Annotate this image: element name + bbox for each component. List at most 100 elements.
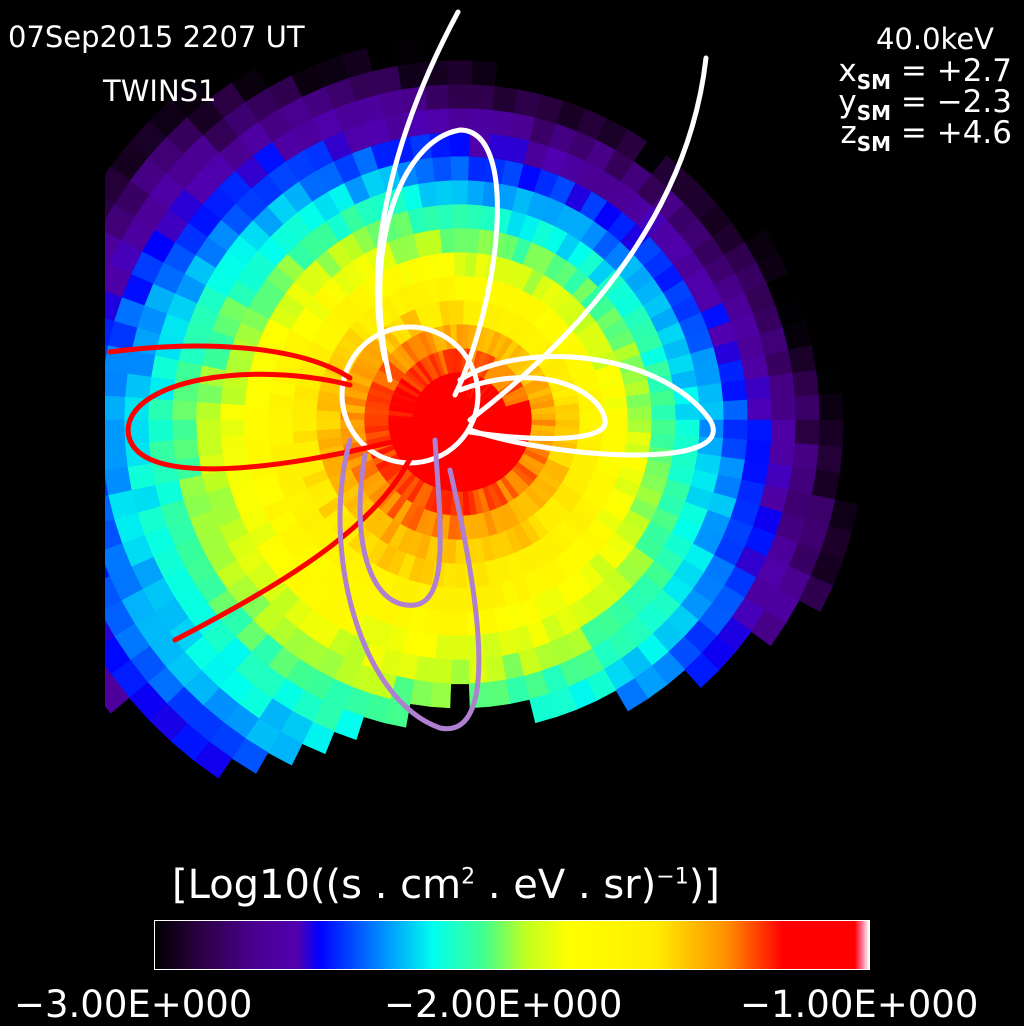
heatmap-cell: [811, 339, 841, 371]
heatmap-cell: [105, 317, 115, 346]
heatmap-cell: [21, 195, 57, 235]
heatmap-cell: [452, 611, 468, 637]
heatmap-cell: [5, 357, 32, 390]
heatmap-cell: [28, 390, 53, 420]
heatmap-cell: [858, 476, 889, 511]
heatmap-cell: [254, 0, 284, 11]
heatmap-cell: [469, 107, 493, 134]
heatmap-cell: [171, 419, 197, 441]
heatmap-cell: [887, 356, 916, 391]
heatmap-cell: [105, 419, 126, 446]
heatmap-cell: [61, 500, 91, 533]
heatmap-cell: [764, 349, 794, 377]
heatmap-cell: [105, 673, 130, 714]
heatmap-cell: [911, 355, 920, 389]
heatmap-cell: [794, 394, 821, 421]
heatmap-cell: [445, 0, 475, 13]
heatmap-cell: [56, 335, 84, 366]
heatmap-cell: [798, 575, 834, 612]
heatmap-cell: [105, 121, 112, 135]
heatmap-cell: [68, 526, 99, 560]
satellite-name: TWINS1: [103, 74, 217, 108]
heatmap-cell: [723, 399, 749, 421]
heatmap-cell: [243, 419, 269, 436]
heatmap-cell: [126, 463, 156, 491]
heatmap-cell: [473, 0, 505, 15]
heatmap-cell: [843, 532, 876, 569]
heatmap-cell: [124, 372, 152, 399]
heatmap-cell: [0, 288, 22, 325]
heatmap-cell: [22, 539, 54, 576]
heatmap-cell: [45, 272, 77, 307]
heatmap-cell: [105, 599, 135, 637]
heatmap-cell: [746, 419, 773, 443]
field-line-red: [125, 371, 403, 472]
coord-z: zSM = +4.6: [840, 115, 1012, 157]
heatmap-cell: [195, 419, 221, 439]
coord-x: xSM = +2.7: [838, 53, 1012, 95]
heatmap-cell: [818, 392, 845, 421]
heatmap-cell: [36, 166, 73, 206]
heatmap-cell: [451, 635, 469, 661]
field-line-red: [172, 437, 421, 643]
heatmap-cell: [636, 0, 666, 11]
heatmap-cell: [0, 420, 5, 453]
heatmap-cell: [529, 693, 557, 724]
heatmap-cell: [697, 382, 724, 404]
heatmap-cell: [43, 206, 78, 244]
colorbar: [154, 920, 870, 970]
heatmap-cell: [105, 290, 123, 322]
heatmap-cell: [105, 466, 132, 496]
heatmap-cell: [768, 441, 796, 468]
heatmap-cell: [392, 37, 423, 66]
heatmap-cell: [450, 659, 470, 685]
colorbar-tick: −3.00E+000: [14, 983, 253, 1026]
heatmap-cell: [564, 0, 597, 10]
heatmap-cell: [43, 596, 78, 634]
heatmap-cell: [497, 37, 528, 66]
heatmap-cell: [442, 251, 456, 278]
heatmap-cell: [770, 419, 797, 444]
heatmap-cell: [905, 321, 920, 357]
heatmap-cell: [439, 227, 455, 254]
heatmap-cell: [651, 419, 677, 436]
heatmap-cell: [29, 360, 56, 392]
heatmap-cell: [5, 450, 32, 483]
heatmap-cell: [219, 419, 245, 438]
heatmap-cell: [455, 299, 465, 325]
heatmap-cell: [354, 0, 361, 2]
field-line-white: [377, 127, 500, 398]
heatmap-cell: [77, 445, 104, 473]
heatmap-cell: [219, 402, 245, 421]
heatmap-cell: [105, 261, 110, 276]
heatmap-cell: [721, 379, 748, 402]
heatmap-cell: [603, 407, 629, 421]
heatmap-cell: [171, 399, 197, 421]
heatmap-cell: [473, 11, 503, 39]
heatmap-cell: [76, 420, 101, 447]
heatmap-cell: [429, 682, 452, 709]
heatmap-cell: [684, 652, 720, 688]
heatmap-cell: [219, 0, 261, 26]
heatmap-cell: [746, 397, 773, 421]
heatmap-cell: [452, 587, 468, 613]
heatmap-cell: [792, 369, 820, 397]
heatmap-cell: [437, 203, 454, 230]
heatmap-cell: [453, 563, 467, 589]
heatmap-cell: [0, 353, 8, 388]
heatmap-cell: [105, 620, 115, 643]
heatmap-cell: [196, 436, 223, 458]
heatmap-cell: [744, 376, 772, 401]
heatmap-cell: [499, 13, 532, 43]
heatmap-cell: [468, 155, 488, 182]
heatmap-cell: [45, 532, 77, 567]
heatmap-cell: [28, 420, 53, 450]
heatmap-cell: [816, 366, 844, 396]
heatmap-cell: [65, 586, 99, 623]
heatmap-cell: [220, 434, 247, 454]
heatmap-cell: [355, 0, 390, 25]
heatmap-cell: [105, 197, 115, 220]
heatmap-cell: [147, 419, 174, 443]
heatmap-cell: [472, 35, 501, 63]
heatmap-cell: [424, 83, 450, 111]
